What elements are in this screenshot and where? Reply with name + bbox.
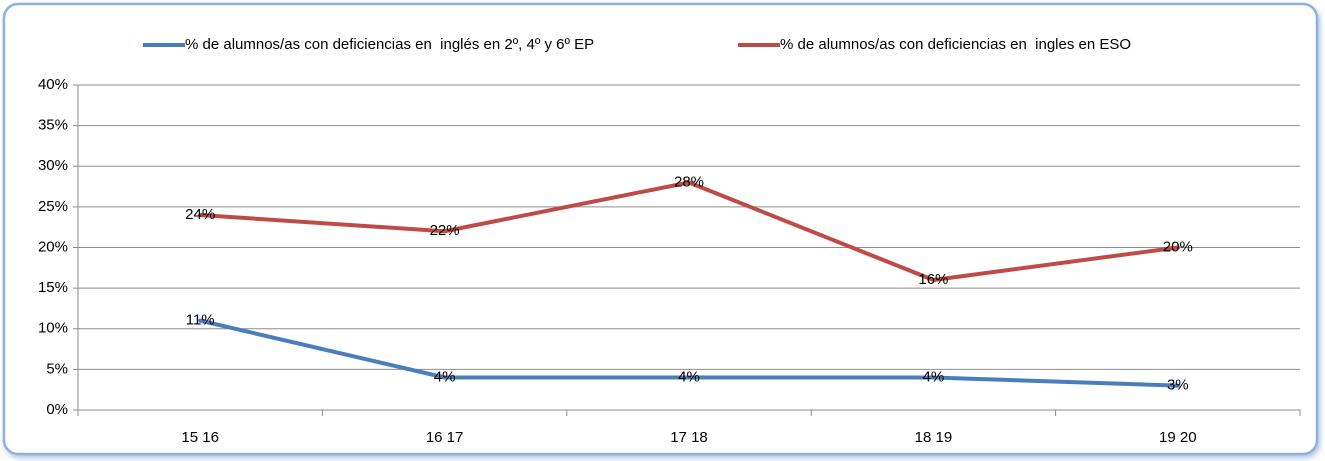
y-tick-label: 15% xyxy=(38,279,68,296)
x-tick-label: 19 20 xyxy=(1159,429,1197,446)
data-label: 24% xyxy=(185,206,215,223)
data-label: 3% xyxy=(1167,377,1189,394)
legend-label: % de alumnos/as con deficiencias en ingl… xyxy=(780,36,1131,53)
x-tick-label: 18 19 xyxy=(915,429,953,446)
data-label: 4% xyxy=(678,368,700,385)
data-label: 4% xyxy=(434,368,456,385)
legend-label: % de alumnos/as con deficiencias en ingl… xyxy=(185,36,594,53)
y-tick-label: 5% xyxy=(46,360,68,377)
y-tick-label: 35% xyxy=(38,117,68,134)
y-tick-label: 10% xyxy=(38,320,68,337)
chart-frame xyxy=(2,2,1319,456)
data-label: 11% xyxy=(186,312,215,329)
data-label: 4% xyxy=(923,368,945,385)
series-line xyxy=(198,318,1180,388)
x-tick-label: 17 18 xyxy=(670,429,708,446)
y-tick-label: 20% xyxy=(38,238,68,255)
data-label: 16% xyxy=(918,271,948,288)
y-tick-label: 0% xyxy=(46,401,68,418)
x-tick-label: 15 16 xyxy=(181,429,219,446)
y-tick-label: 30% xyxy=(38,157,68,174)
data-label: 28% xyxy=(674,173,704,190)
data-label: 22% xyxy=(430,222,460,239)
data-label: 20% xyxy=(1163,238,1193,255)
y-tick-label: 25% xyxy=(38,198,68,215)
y-tick-label: 40% xyxy=(38,76,68,93)
series-line xyxy=(198,180,1180,282)
x-tick-label: 16 17 xyxy=(426,429,464,446)
